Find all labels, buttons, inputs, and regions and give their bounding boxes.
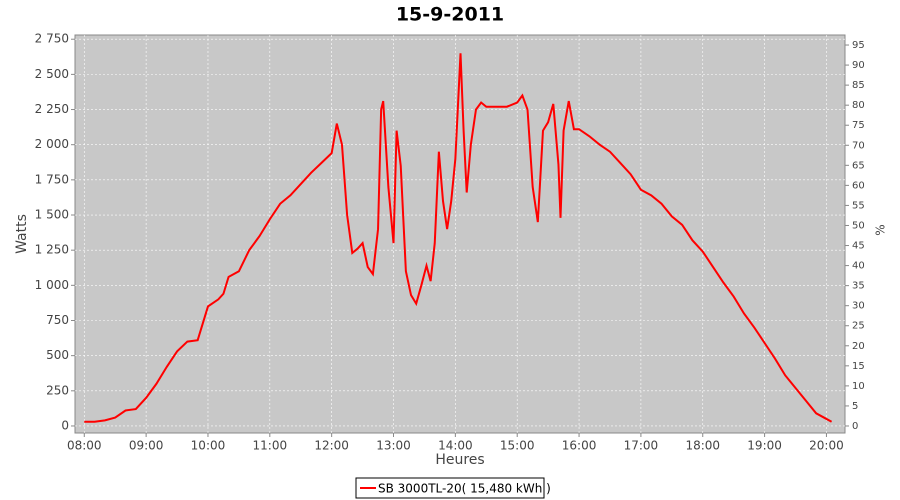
y-tick-label: 2 500 bbox=[35, 67, 69, 81]
x-tick-label: 09:00 bbox=[129, 439, 164, 453]
y2-tick-label: 85 bbox=[852, 80, 865, 91]
y-tick-label: 1 750 bbox=[35, 172, 69, 186]
y-tick-label: 500 bbox=[46, 348, 69, 362]
x-tick-label: 08:00 bbox=[67, 439, 102, 453]
x-tick-label: 10:00 bbox=[191, 439, 226, 453]
y2-tick-label: 60 bbox=[852, 180, 865, 191]
y2-tick-label: 65 bbox=[852, 160, 865, 171]
x-tick-label: 15:00 bbox=[500, 439, 535, 453]
legend-label: SB 3000TL-20( 15,480 kWh ) bbox=[378, 482, 551, 496]
y2-tick-label: 40 bbox=[852, 261, 865, 272]
x-tick-label: 12:00 bbox=[314, 439, 349, 453]
y-tick-label: 250 bbox=[46, 383, 69, 397]
y-tick-label: 0 bbox=[61, 418, 69, 432]
x-tick-label: 17:00 bbox=[624, 439, 659, 453]
y-tick-label: 2 250 bbox=[35, 102, 69, 116]
y2-tick-label: 35 bbox=[852, 281, 865, 292]
y2-tick-label: 10 bbox=[852, 381, 865, 392]
x-tick-label: 13:00 bbox=[376, 439, 411, 453]
plot-area bbox=[74, 34, 846, 434]
y2-tick-label: 55 bbox=[852, 200, 865, 211]
y-tick-label: 2 750 bbox=[35, 32, 69, 46]
y-tick-label: 2 000 bbox=[35, 137, 69, 151]
y2-tick-label: 70 bbox=[852, 140, 865, 151]
y2-tick-label: 25 bbox=[852, 321, 865, 332]
x-tick-label: 20:00 bbox=[809, 439, 844, 453]
y2-tick-label: 50 bbox=[852, 220, 865, 231]
y-tick-label: 1 500 bbox=[35, 208, 69, 222]
y2-tick-label: 0 bbox=[852, 421, 858, 432]
y2-tick-label: 15 bbox=[852, 361, 865, 372]
x-tick-label: 19:00 bbox=[747, 439, 782, 453]
y2-tick-label: 30 bbox=[852, 301, 865, 312]
x-axis-label: Heures bbox=[435, 452, 484, 468]
x-tick-label: 16:00 bbox=[562, 439, 597, 453]
y-axis-label: Watts bbox=[14, 214, 30, 254]
x-tick-label: 14:00 bbox=[438, 439, 473, 453]
y2-tick-label: 80 bbox=[852, 100, 865, 111]
y2-tick-label: 45 bbox=[852, 241, 865, 252]
chart-title: 15-9-2011 bbox=[396, 4, 504, 26]
y2-tick-label: 90 bbox=[852, 60, 865, 71]
y2-axis-label: % bbox=[874, 224, 888, 235]
x-tick-label: 18:00 bbox=[685, 439, 720, 453]
x-tick-label: 11:00 bbox=[253, 439, 288, 453]
y2-tick-label: 20 bbox=[852, 341, 865, 352]
y-tick-label: 1 000 bbox=[35, 278, 69, 292]
y2-tick-label: 5 bbox=[852, 401, 858, 412]
legend-box bbox=[355, 477, 545, 499]
y2-tick-label: 75 bbox=[852, 120, 865, 131]
y2-tick-label: 95 bbox=[852, 40, 865, 51]
y-tick-label: 1 250 bbox=[35, 243, 69, 257]
line bbox=[84, 53, 833, 423]
y-tick-label: 750 bbox=[46, 313, 69, 327]
